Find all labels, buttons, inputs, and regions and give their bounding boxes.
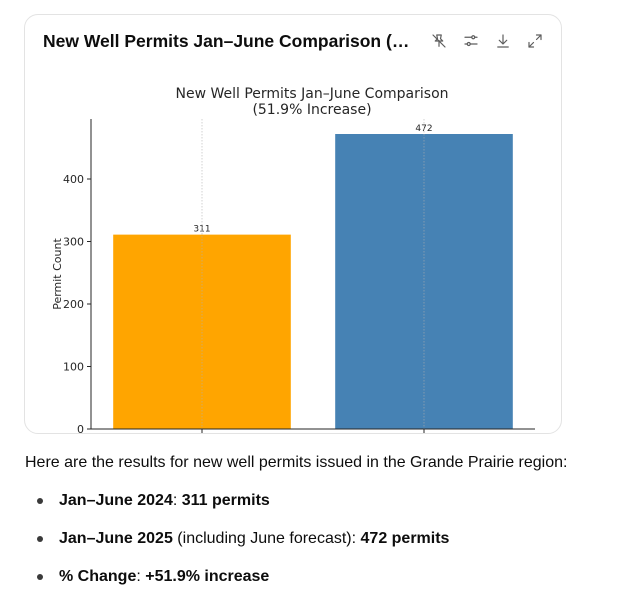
list-item-text: Jan–June 2024: 311 permits	[59, 490, 270, 512]
list-item-text: Jan–June 2025 (including June forecast):…	[59, 528, 449, 550]
bullet-dot-icon	[37, 536, 43, 542]
chart-title: New Well Permits Jan–June Comparison	[175, 86, 448, 102]
axis-layer: Jan–Jun 2024Jan–Jun 20250100200300400	[63, 119, 535, 434]
response-summary: Here are the results for new well permit…	[25, 452, 625, 585]
card-title: New Well Permits Jan–June Comparison (51…	[43, 31, 415, 51]
y-tick-label: 0	[77, 423, 84, 434]
download-button[interactable]	[491, 29, 515, 53]
list-item-label: Jan–June 2024	[59, 492, 173, 509]
list-item-text: % Change: +51.9% increase	[59, 566, 269, 588]
sliders-icon	[464, 35, 478, 47]
list-item-value: 472 permits	[360, 530, 450, 547]
data-label: 311	[193, 225, 210, 235]
list-item-value: +51.9% increase	[145, 568, 270, 585]
chart-area: New Well Permits Jan–June Comparison (51…	[25, 69, 561, 434]
bar-chart: New Well Permits Jan–June Comparison (51…	[51, 86, 535, 434]
chart-card: New Well Permits Jan–June Comparison (51…	[24, 14, 562, 434]
chart-subtitle: (51.9% Increase)	[252, 102, 371, 118]
y-tick-label: 300	[63, 236, 84, 249]
list-item-value: 311 permits	[181, 492, 270, 509]
card-toolbar	[427, 29, 547, 53]
list-item-label: % Change	[59, 568, 137, 585]
summary-intro: Here are the results for new well permit…	[25, 454, 568, 471]
pin-off-button[interactable]	[427, 29, 451, 53]
list-item-middle: (including June forecast):	[172, 530, 361, 547]
pin-off-icon	[432, 34, 446, 48]
grid-layer	[201, 119, 425, 429]
list-item-middle: :	[172, 492, 182, 509]
card-header: New Well Permits Jan–June Comparison (51…	[25, 15, 561, 71]
y-tick-label: 100	[63, 361, 84, 374]
list-item-label: Jan–June 2025	[59, 530, 173, 547]
bullet-dot-icon	[37, 498, 43, 504]
y-tick-label: 200	[63, 298, 84, 311]
y-tick-label: 400	[63, 173, 84, 186]
expand-button[interactable]	[523, 29, 547, 53]
bullet-dot-icon	[37, 574, 43, 580]
expand-icon	[528, 34, 542, 48]
list-item-middle: :	[136, 568, 146, 585]
y-axis-label: Permit Count	[51, 238, 64, 310]
download-icon	[497, 34, 509, 48]
settings-button[interactable]	[459, 29, 483, 53]
